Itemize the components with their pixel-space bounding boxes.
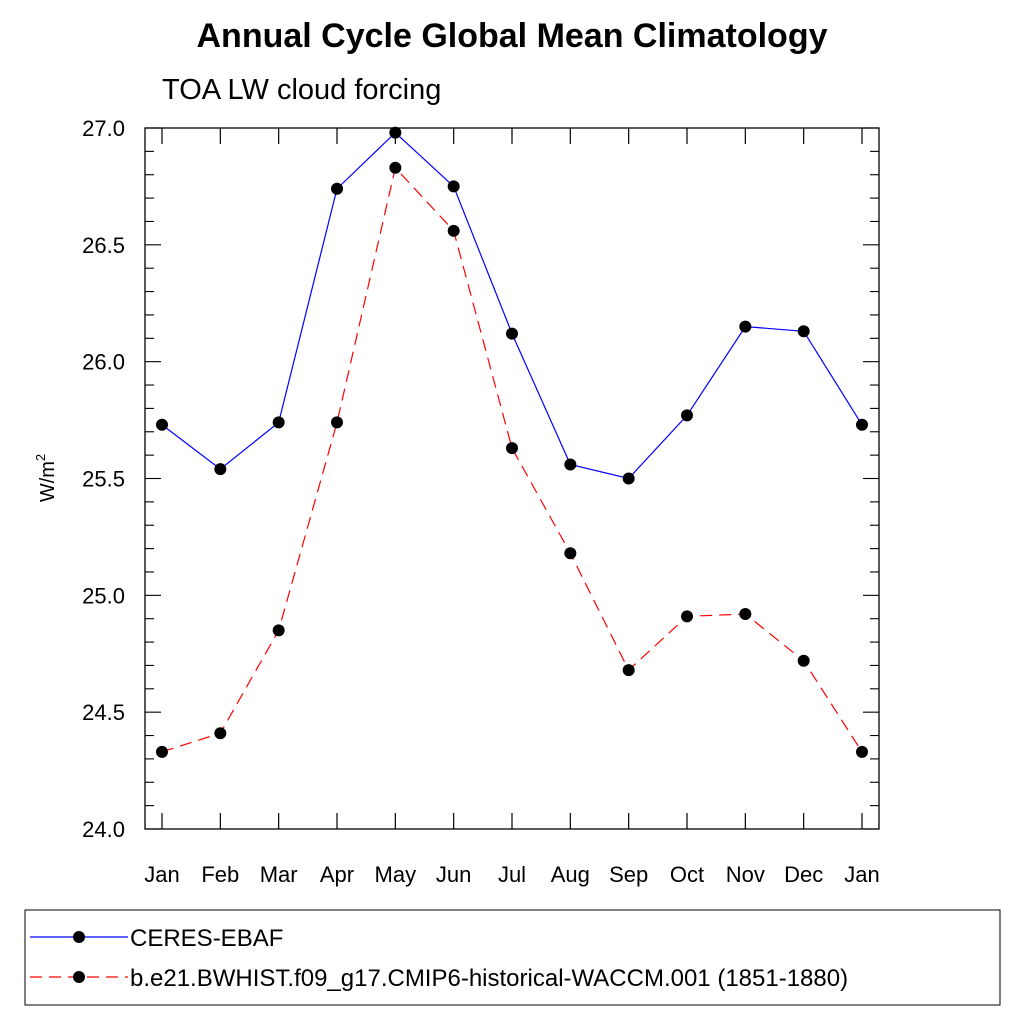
data-point	[331, 182, 343, 195]
data-point	[739, 608, 752, 621]
legend-label: CERES-EBAF	[130, 925, 283, 952]
x-tick-label: Jun	[436, 862, 471, 887]
data-point	[447, 224, 460, 237]
data-point	[506, 327, 518, 340]
data-point	[389, 126, 402, 139]
data-point	[681, 409, 693, 422]
legend-marker	[73, 931, 85, 943]
x-tick-label: Dec	[784, 862, 823, 887]
y-tick-label: 25.5	[82, 467, 125, 492]
x-tick-label: Jan	[144, 862, 179, 887]
data-point	[272, 624, 285, 637]
y-tick-label: 26.5	[82, 233, 125, 258]
legend-label: b.e21.BWHIST.f09_g17.CMIP6-historical-WA…	[130, 965, 848, 992]
data-point	[214, 727, 227, 740]
x-axis-ticks: Jan Feb Mar Apr May Jun Jul Aug Sep Oct Nov Dec Jan	[144, 128, 880, 887]
data-point	[156, 745, 168, 758]
y-axis-ticks: 24.0 24.5 25.0 25.5 26.0 26.5 27.0	[82, 116, 879, 842]
y-tick-label: 27.0	[82, 116, 125, 141]
data-point	[156, 418, 168, 431]
x-tick-label: Jan	[844, 862, 879, 887]
series-line	[161, 131, 863, 480]
series-line	[161, 166, 863, 753]
y-tick-label: 24.0	[82, 817, 125, 842]
legend-marker	[73, 971, 85, 983]
data-point	[856, 745, 868, 758]
x-tick-label: Sep	[609, 862, 648, 887]
plot-frame	[144, 127, 880, 830]
data-point	[622, 664, 635, 677]
legend: CERES-EBAF b.e21.BWHIST.f09_g17.CMIP6-his…	[24, 909, 1001, 1006]
x-tick-label: May	[375, 862, 417, 887]
y-tick-label: 24.5	[82, 700, 125, 725]
x-tick-label: Apr	[320, 862, 354, 887]
legend-box	[24, 909, 1001, 1006]
y-tick-label: 25.0	[82, 583, 125, 608]
data-point	[389, 161, 402, 174]
data-point	[447, 180, 460, 193]
data-point	[681, 610, 693, 623]
data-point	[564, 458, 577, 471]
x-tick-label: Oct	[670, 862, 704, 887]
data-point	[564, 547, 577, 560]
data-point	[622, 472, 635, 485]
data-point	[739, 320, 752, 333]
data-point	[797, 654, 810, 667]
data-point	[797, 325, 810, 338]
data-point	[272, 416, 285, 429]
y-axis-label: W/m2	[33, 454, 59, 502]
chart-subtitle: TOA LW cloud forcing	[162, 74, 441, 106]
x-tick-label: Mar	[260, 862, 298, 887]
legend-item: CERES-EBAF	[30, 925, 283, 952]
data-point	[331, 416, 343, 429]
x-tick-label: Nov	[726, 862, 765, 887]
y-tick-label: 26.0	[82, 350, 125, 375]
series-waccm-historical	[156, 161, 868, 758]
legend-item: b.e21.BWHIST.f09_g17.CMIP6-historical-WA…	[30, 965, 848, 992]
x-tick-label: Aug	[551, 862, 590, 887]
plot-area: Jan Feb Mar Apr May Jun Jul Aug Sep Oct Nov Dec Jan 2…	[82, 116, 880, 887]
data-point	[506, 442, 518, 455]
data-point	[856, 418, 868, 431]
x-tick-label: Feb	[201, 862, 239, 887]
x-tick-label: Jul	[498, 862, 526, 887]
data-point	[214, 463, 227, 476]
series-ceres-ebaf	[156, 126, 868, 485]
chart-title: Annual Cycle Global Mean Climatology	[197, 17, 828, 55]
